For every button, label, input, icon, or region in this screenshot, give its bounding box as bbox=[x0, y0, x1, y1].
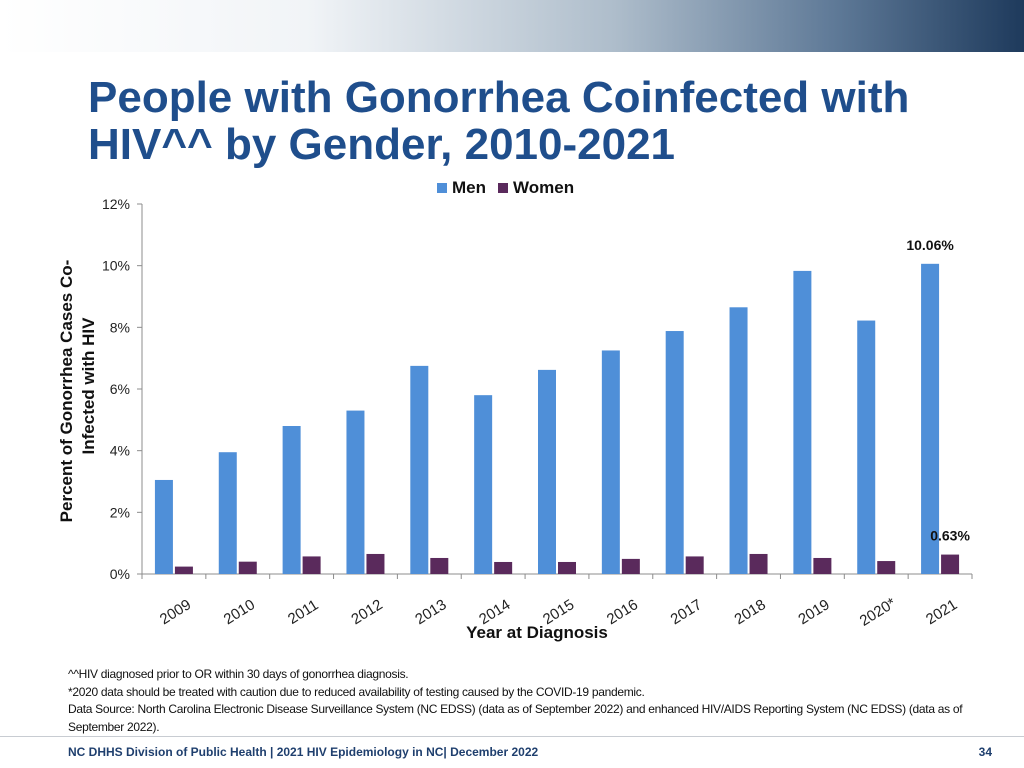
bar-men bbox=[282, 426, 301, 574]
bar-men bbox=[474, 395, 493, 574]
bar-men bbox=[921, 263, 940, 574]
footnote-data-source: Data Source: North Carolina Electronic D… bbox=[68, 702, 963, 716]
y-tick-label: 4% bbox=[110, 443, 130, 459]
y-tick-label: 6% bbox=[110, 381, 130, 397]
bar-women bbox=[494, 561, 513, 574]
footnote-data-source-cont: September 2022). bbox=[68, 719, 160, 734]
bar-women bbox=[430, 557, 449, 574]
slide-title: People with Gonorrhea Coinfected with HI… bbox=[88, 74, 988, 168]
x-axis-title: Year at Diagnosis bbox=[466, 623, 608, 642]
bar-men bbox=[601, 350, 620, 574]
x-tick-label: 2010 bbox=[221, 596, 258, 628]
y-tick-label: 12% bbox=[102, 196, 130, 212]
bar-women bbox=[877, 561, 896, 574]
bar-men bbox=[410, 365, 429, 574]
bar-chart: 0%2%4%6%8%10%12%2009 2010 2011 2012 2013 2014… bbox=[57, 196, 973, 642]
bar-women bbox=[302, 556, 321, 574]
bar-women bbox=[941, 554, 960, 574]
legend-label-men: Men bbox=[452, 178, 486, 197]
y-tick-label: 10% bbox=[102, 258, 130, 274]
slide-title-line-1: People with Gonorrhea Coinfected with bbox=[88, 73, 910, 122]
bar-men bbox=[729, 307, 748, 574]
bar-women bbox=[685, 556, 704, 574]
bar-women bbox=[621, 558, 640, 574]
bar-men bbox=[538, 369, 556, 574]
legend-item-women: Women bbox=[498, 178, 574, 198]
legend-item-men: Men bbox=[437, 178, 486, 198]
footer-divider bbox=[0, 736, 1024, 737]
footnotes: ^^HIV diagnosed prior to OR within 30 da… bbox=[68, 666, 998, 736]
x-tick-label: 2009 bbox=[157, 596, 194, 628]
footnote-hiv-definition: ^^HIV diagnosed prior to OR within 30 da… bbox=[68, 667, 409, 681]
bar-men bbox=[154, 479, 173, 574]
bar-women bbox=[558, 561, 576, 574]
y-axis-title-line-2: Infected with HIV bbox=[79, 317, 98, 455]
x-tick-label: 2019 bbox=[795, 596, 832, 628]
y-axis-title-line-1: Percent of Gonorrhea Cases Co- bbox=[57, 260, 76, 523]
x-tick-label: 2013 bbox=[412, 596, 449, 628]
bar-women bbox=[813, 557, 832, 574]
legend-swatch-women bbox=[498, 183, 508, 193]
legend-swatch-men bbox=[437, 183, 447, 193]
page-number: 34 bbox=[978, 745, 992, 759]
bar-women bbox=[749, 553, 768, 574]
bar-women bbox=[174, 566, 193, 574]
bar-men bbox=[793, 270, 812, 574]
x-tick-label: 2011 bbox=[285, 596, 321, 628]
bar-men bbox=[665, 331, 684, 574]
slide-title-line-2: HIV^^ by Gender, 2010-2021 bbox=[88, 120, 676, 169]
bar-men bbox=[218, 452, 237, 574]
x-tick-label: 2016 bbox=[604, 596, 641, 628]
y-tick-label: 2% bbox=[110, 504, 130, 520]
header-gradient-band bbox=[0, 0, 1024, 52]
bar-women bbox=[238, 561, 257, 574]
data-label-women: 0.63% bbox=[930, 528, 970, 544]
data-label-men: 10.06% bbox=[906, 237, 954, 253]
bar-women bbox=[366, 553, 385, 574]
x-tick-label: 2020* bbox=[857, 595, 899, 630]
bar-men bbox=[346, 410, 365, 574]
footnote-2020-caution: *2020 data should be treated with cautio… bbox=[68, 684, 645, 699]
y-tick-label: 8% bbox=[110, 319, 130, 335]
legend-label-women: Women bbox=[513, 178, 575, 197]
chart-legend: Men Women bbox=[437, 178, 586, 198]
y-tick-label: 0% bbox=[110, 566, 130, 582]
x-tick-label: 2017 bbox=[668, 596, 705, 628]
x-tick-label: 2021 bbox=[923, 596, 960, 628]
x-tick-label: 2012 bbox=[348, 596, 385, 628]
footer-text: NC DHHS Division of Public Health | 2021… bbox=[68, 745, 539, 759]
bar-men bbox=[857, 320, 876, 574]
x-tick-label: 2018 bbox=[731, 596, 768, 628]
